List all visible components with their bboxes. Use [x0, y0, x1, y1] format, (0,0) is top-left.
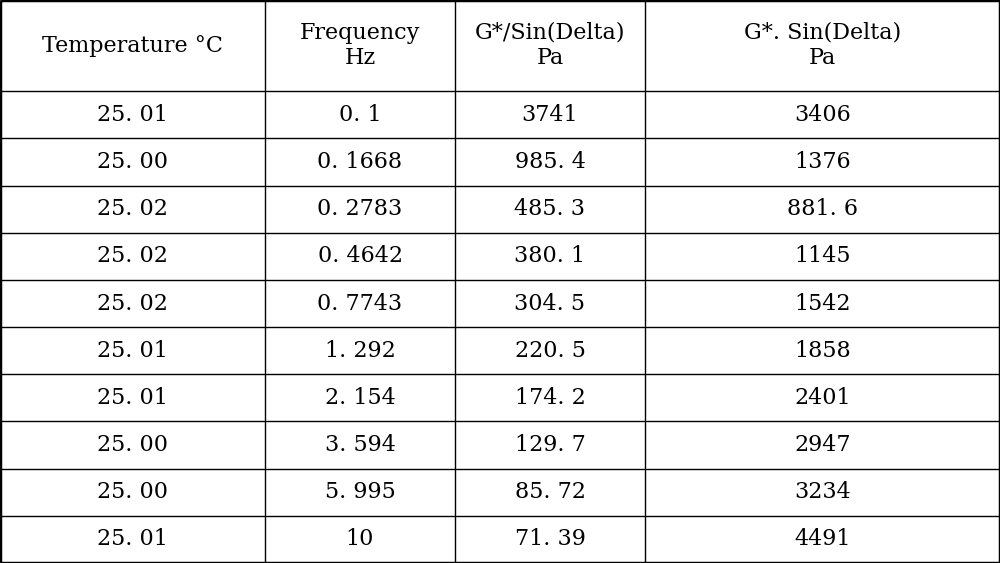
Text: 0. 1: 0. 1 [339, 104, 381, 126]
Text: 25. 00: 25. 00 [97, 434, 168, 456]
Text: 485. 3: 485. 3 [514, 198, 586, 220]
Text: 1145: 1145 [794, 245, 851, 267]
Text: 380. 1: 380. 1 [514, 245, 586, 267]
Text: 985. 4: 985. 4 [515, 151, 585, 173]
Text: 2947: 2947 [794, 434, 851, 456]
Text: 71. 39: 71. 39 [515, 529, 585, 551]
Text: 881. 6: 881. 6 [787, 198, 858, 220]
Text: 174. 2: 174. 2 [515, 387, 585, 409]
Text: 3. 594: 3. 594 [325, 434, 395, 456]
Text: 220. 5: 220. 5 [515, 339, 585, 361]
Text: G*/Sin(Delta)
Pa: G*/Sin(Delta) Pa [475, 22, 625, 69]
Text: 3741: 3741 [522, 104, 578, 126]
Text: 1376: 1376 [794, 151, 851, 173]
Text: 0. 1668: 0. 1668 [317, 151, 403, 173]
Text: Temperature °C: Temperature °C [42, 34, 223, 57]
Text: 0. 4642: 0. 4642 [318, 245, 402, 267]
Text: Frequency
Hz: Frequency Hz [300, 22, 420, 69]
Text: 25. 01: 25. 01 [97, 339, 168, 361]
Text: 0. 7743: 0. 7743 [317, 293, 403, 315]
Text: 25. 01: 25. 01 [97, 387, 168, 409]
Text: 1. 292: 1. 292 [325, 339, 395, 361]
Text: 10: 10 [346, 529, 374, 551]
Text: 85. 72: 85. 72 [515, 481, 585, 503]
Text: 304. 5: 304. 5 [514, 293, 586, 315]
Text: 2. 154: 2. 154 [325, 387, 395, 409]
Text: 0. 2783: 0. 2783 [317, 198, 403, 220]
Text: 25. 02: 25. 02 [97, 198, 168, 220]
Text: 129. 7: 129. 7 [515, 434, 585, 456]
Text: 4491: 4491 [794, 529, 851, 551]
Text: 2401: 2401 [794, 387, 851, 409]
Text: 25. 02: 25. 02 [97, 245, 168, 267]
Text: 25. 01: 25. 01 [97, 104, 168, 126]
Text: 25. 02: 25. 02 [97, 293, 168, 315]
Text: 1858: 1858 [794, 339, 851, 361]
Text: G*. Sin(Delta)
Pa: G*. Sin(Delta) Pa [744, 22, 901, 69]
Text: 3406: 3406 [794, 104, 851, 126]
Text: 25. 01: 25. 01 [97, 529, 168, 551]
Text: 25. 00: 25. 00 [97, 481, 168, 503]
Text: 5. 995: 5. 995 [325, 481, 395, 503]
Text: 3234: 3234 [794, 481, 851, 503]
Text: 1542: 1542 [794, 293, 851, 315]
Text: 25. 00: 25. 00 [97, 151, 168, 173]
